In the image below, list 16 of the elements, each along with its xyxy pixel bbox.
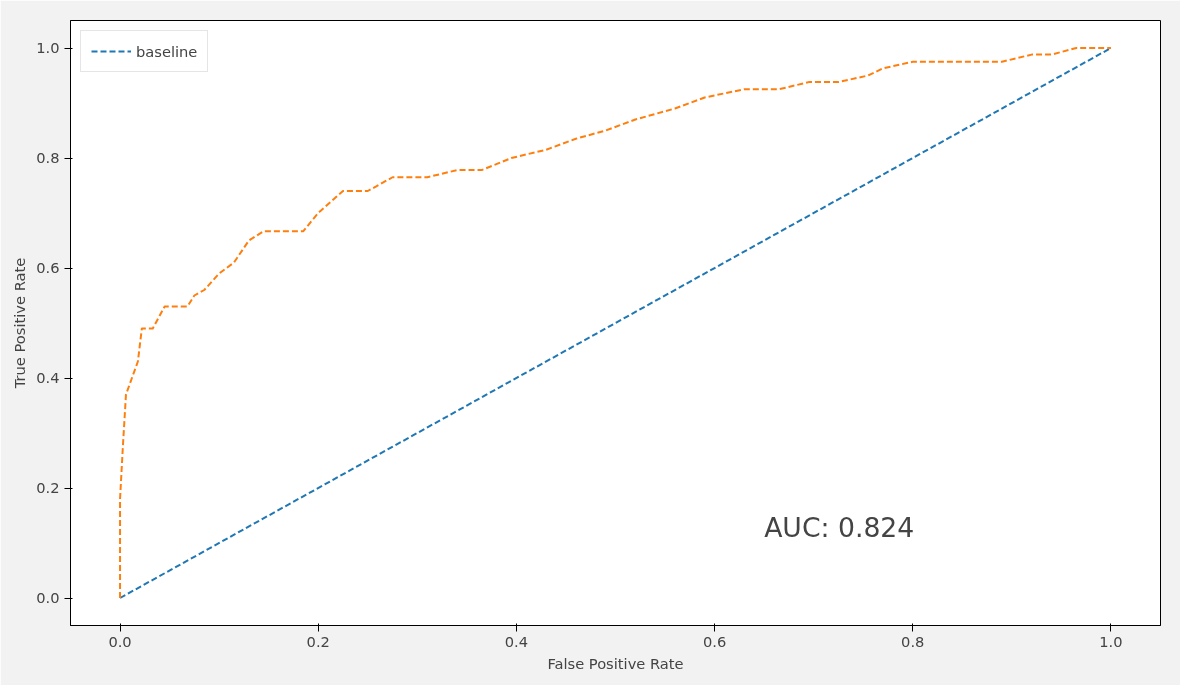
y-tick-label: 1.0 xyxy=(36,39,60,56)
y-tick-label: 0.8 xyxy=(36,149,60,166)
y-tick-label: 0.0 xyxy=(36,589,60,606)
x-tick-label: 0.2 xyxy=(306,632,330,650)
x-tick-label: 0.4 xyxy=(504,632,529,650)
x-axis-title: False Positive Rate xyxy=(547,654,684,672)
legend-label: baseline xyxy=(136,42,198,60)
x-tick-label: 0.8 xyxy=(901,632,925,650)
x-tick-label: 0.6 xyxy=(702,632,727,650)
annotation: AUC: 0.824 xyxy=(764,512,915,543)
y-tick-label: 0.2 xyxy=(36,479,60,496)
y-axis-title: True Positive Rate xyxy=(11,257,29,390)
y-tick-label: 0.6 xyxy=(36,259,60,276)
x-tick-label: 1.0 xyxy=(1099,632,1123,650)
y-tick-label: 0.4 xyxy=(36,369,60,386)
x-tick-label: 0.0 xyxy=(108,632,132,650)
